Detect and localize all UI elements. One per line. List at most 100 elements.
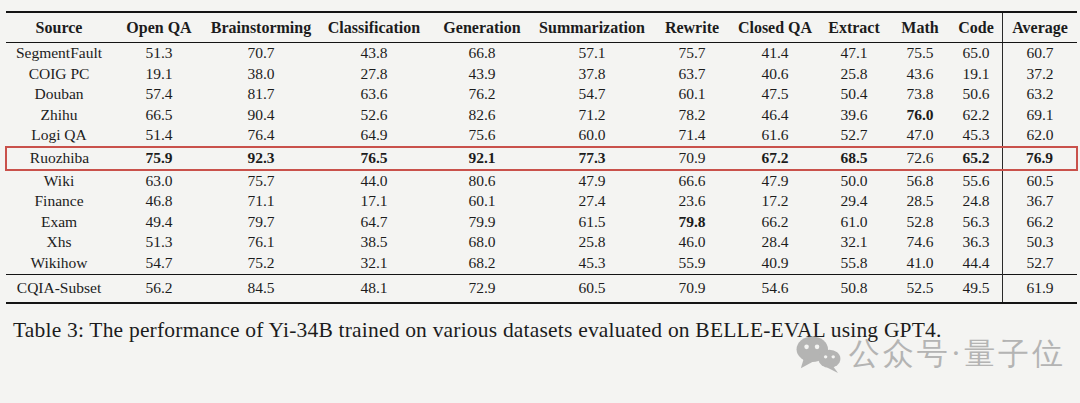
watermark: 公众号·量子位	[795, 333, 1066, 375]
table-cell: 63.6	[316, 84, 432, 105]
table-cell: 25.8	[818, 64, 890, 85]
table-cell: 71.4	[652, 125, 732, 147]
table-cell: 75.7	[652, 43, 732, 64]
table-cell: 46.4	[732, 105, 818, 126]
table-cell: 36.7	[1003, 191, 1078, 212]
table-cell: 52.7	[818, 125, 890, 147]
table-cell: 68.2	[432, 253, 532, 274]
table-cell: 70.7	[206, 43, 316, 64]
table-cell: 67.2	[732, 147, 818, 170]
table-cell: 60.0	[532, 125, 652, 147]
table-cell: 48.1	[316, 274, 432, 303]
table-cell: 32.1	[818, 232, 890, 253]
table-cell: 60.5	[532, 274, 652, 303]
table-cell: 25.8	[532, 232, 652, 253]
table-cell: 66.2	[732, 212, 818, 233]
table-cell: 41.4	[732, 43, 818, 64]
column-header-brainstorming: Brainstorming	[206, 12, 316, 43]
column-header-closed-qa: Closed QA	[732, 12, 818, 43]
table-cell: 77.3	[532, 147, 652, 170]
table-cell: 76.4	[206, 125, 316, 147]
table-cell: 41.0	[890, 253, 950, 274]
row-source-label: SegmentFault	[6, 43, 112, 64]
table-row-coig-pc: COIG PC19.138.027.843.937.863.740.625.84…	[6, 64, 1077, 85]
table-cell: 76.0	[890, 105, 950, 126]
column-header-open-qa: Open QA	[112, 12, 206, 43]
table-cell: 76.1	[206, 232, 316, 253]
table-cell: 60.1	[652, 84, 732, 105]
row-source-label: CQIA-Subset	[6, 274, 112, 303]
table-cell: 54.7	[112, 253, 206, 274]
table-cell: 36.3	[950, 232, 1003, 253]
table-cell: 81.7	[206, 84, 316, 105]
row-source-label: COIG PC	[6, 64, 112, 85]
column-header-rewrite: Rewrite	[652, 12, 732, 43]
table-cell: 52.7	[1003, 253, 1078, 274]
table-header: SourceOpen QABrainstormingClassification…	[6, 12, 1077, 43]
table-cell: 45.3	[950, 125, 1003, 147]
table-cell: 47.1	[818, 43, 890, 64]
table-cell: 52.6	[316, 105, 432, 126]
table-row-segmentfault: SegmentFault51.370.743.866.857.175.741.4…	[6, 43, 1077, 64]
table-cell: 84.5	[206, 274, 316, 303]
table-cell: 38.0	[206, 64, 316, 85]
table-row-logi-qa: Logi QA51.476.464.975.660.071.461.652.74…	[6, 125, 1077, 147]
table-cell: 44.0	[316, 170, 432, 192]
table-cell: 37.2	[1003, 64, 1078, 85]
table-cell: 75.2	[206, 253, 316, 274]
table-cell: 63.7	[652, 64, 732, 85]
table-cell: 51.4	[112, 125, 206, 147]
table-cell: 28.5	[890, 191, 950, 212]
table-cell: 65.0	[950, 43, 1003, 64]
table-cell: 68.5	[818, 147, 890, 170]
table-cell: 61.9	[1003, 274, 1078, 303]
table-cell: 76.2	[432, 84, 532, 105]
table-cell: 75.6	[432, 125, 532, 147]
table-cell: 74.6	[890, 232, 950, 253]
table-row-finance: Finance46.871.117.160.127.423.617.229.42…	[6, 191, 1077, 212]
table-cell: 75.9	[112, 147, 206, 170]
table-cell: 56.3	[950, 212, 1003, 233]
table-cell: 63.2	[1003, 84, 1078, 105]
table-cell: 24.8	[950, 191, 1003, 212]
table-cell: 28.4	[732, 232, 818, 253]
table-cell: 50.0	[818, 170, 890, 192]
row-source-label: Wikihow	[6, 253, 112, 274]
table-cell: 27.8	[316, 64, 432, 85]
table-cell: 92.3	[206, 147, 316, 170]
table-cell: 49.4	[112, 212, 206, 233]
column-header-code: Code	[950, 12, 1003, 43]
table-cell: 64.7	[316, 212, 432, 233]
table-cell: 73.8	[890, 84, 950, 105]
table-row-cqia-subset: CQIA-Subset56.284.548.172.960.570.954.65…	[6, 274, 1077, 303]
table-cell: 60.7	[1003, 43, 1078, 64]
table-cell: 57.1	[532, 43, 652, 64]
table-cell: 50.6	[950, 84, 1003, 105]
table-cell: 29.4	[818, 191, 890, 212]
row-source-label: Xhs	[6, 232, 112, 253]
table-cell: 70.9	[652, 274, 732, 303]
table-cell: 55.9	[652, 253, 732, 274]
table-cell: 38.5	[316, 232, 432, 253]
table-cell: 43.8	[316, 43, 432, 64]
row-source-label: Finance	[6, 191, 112, 212]
table-row-wikihow: Wikihow54.775.232.168.245.355.940.955.84…	[6, 253, 1077, 274]
row-source-label: Douban	[6, 84, 112, 105]
row-source-label: Ruozhiba	[6, 147, 112, 170]
table-cell: 70.9	[652, 147, 732, 170]
table-cell: 62.2	[950, 105, 1003, 126]
table-cell: 71.2	[532, 105, 652, 126]
table-cell: 43.9	[432, 64, 532, 85]
table-cell: 56.8	[890, 170, 950, 192]
table-cell: 47.9	[732, 170, 818, 192]
table-cell: 50.3	[1003, 232, 1078, 253]
table-cell: 75.5	[890, 43, 950, 64]
column-header-math: Math	[890, 12, 950, 43]
table-cell: 76.5	[316, 147, 432, 170]
table-cell: 54.6	[732, 274, 818, 303]
results-table: SourceOpen QABrainstormingClassification…	[5, 11, 1078, 304]
table-cell: 66.5	[112, 105, 206, 126]
table-cell: 37.8	[532, 64, 652, 85]
table-cell: 50.4	[818, 84, 890, 105]
paper-page: SourceOpen QABrainstormingClassification…	[0, 0, 1080, 403]
